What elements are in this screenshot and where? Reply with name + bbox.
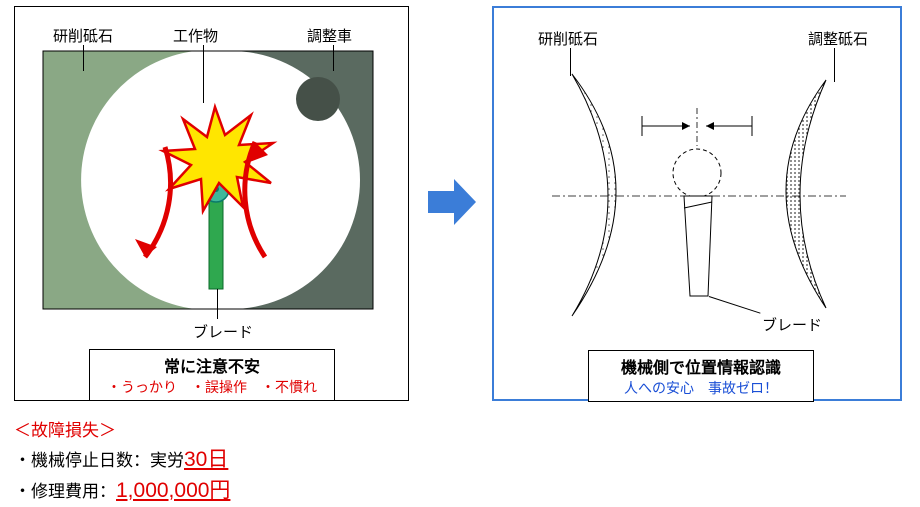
leader — [217, 289, 218, 319]
solution-panel: 研削砥石 調整砥石 ブレード 機械側で位置情報認識 人への安心 事故ゼロ！ — [492, 6, 902, 401]
leader — [834, 48, 835, 82]
label-workpiece: 工作物 — [173, 25, 218, 46]
leader — [333, 45, 334, 71]
dim-arrowhead — [706, 122, 714, 130]
label-blade: ブレード — [193, 321, 253, 342]
label-regulating-wheel: 調整車 — [307, 25, 352, 46]
leader — [570, 48, 571, 76]
blade-shape — [209, 199, 223, 289]
grinding-wheel-shape — [572, 74, 616, 316]
solution-caption-title: 機械側で位置情報認識 — [597, 354, 805, 378]
loss-line-1: ・機械停止日数：実労30日 — [14, 444, 230, 476]
problem-caption: 常に注意不安 ・うっかり ・誤操作 ・不慣れ — [89, 349, 335, 401]
problem-panel: 研削砥石 工作物 調整車 ブレード 常に注意不安 ・うっかり ・誤操作 ・不慣れ — [14, 6, 409, 401]
workpiece-outline — [673, 149, 721, 197]
solution-diagram — [494, 8, 900, 399]
solution-caption-sub: 人への安心 事故ゼロ！ — [597, 378, 805, 398]
regulating-wheel-hole — [296, 77, 340, 121]
leader — [83, 45, 84, 71]
dim-arrowhead — [682, 122, 690, 130]
transition-arrow — [426, 175, 478, 229]
left-rotation-arrow — [145, 147, 171, 257]
solution-caption: 機械側で位置情報認識 人への安心 事故ゼロ！ — [588, 350, 814, 402]
problem-caption-title: 常に注意不安 — [98, 353, 326, 377]
blade-shape — [684, 196, 712, 296]
loss-line2-em: 1,000,000円 — [116, 479, 230, 502]
loss-line-2: ・修理費用：1,000,000円 — [14, 475, 230, 507]
loss-line1-em: 30日 — [184, 448, 228, 471]
label-grinding-wheel: 研削砥石 — [53, 25, 113, 46]
loss-heading: ＜故障損失＞ — [14, 418, 230, 444]
leader — [203, 45, 204, 103]
problem-caption-sub: ・うっかり ・誤操作 ・不慣れ — [98, 377, 326, 397]
grinding-wheel-shape — [15, 51, 195, 309]
label-regulating-wheel: 調整砥石 — [808, 28, 868, 49]
loss-line2-pre: ・修理費用： — [14, 482, 116, 501]
label-blade: ブレード — [762, 314, 822, 335]
label-grinding-wheel: 研削砥石 — [538, 28, 598, 49]
loss-line1-pre: ・機械停止日数：実労 — [14, 451, 184, 470]
loss-summary: ＜故障損失＞ ・機械停止日数：実労30日 ・修理費用：1,000,000円 — [14, 418, 230, 507]
regulating-wheel-shape — [786, 80, 826, 308]
